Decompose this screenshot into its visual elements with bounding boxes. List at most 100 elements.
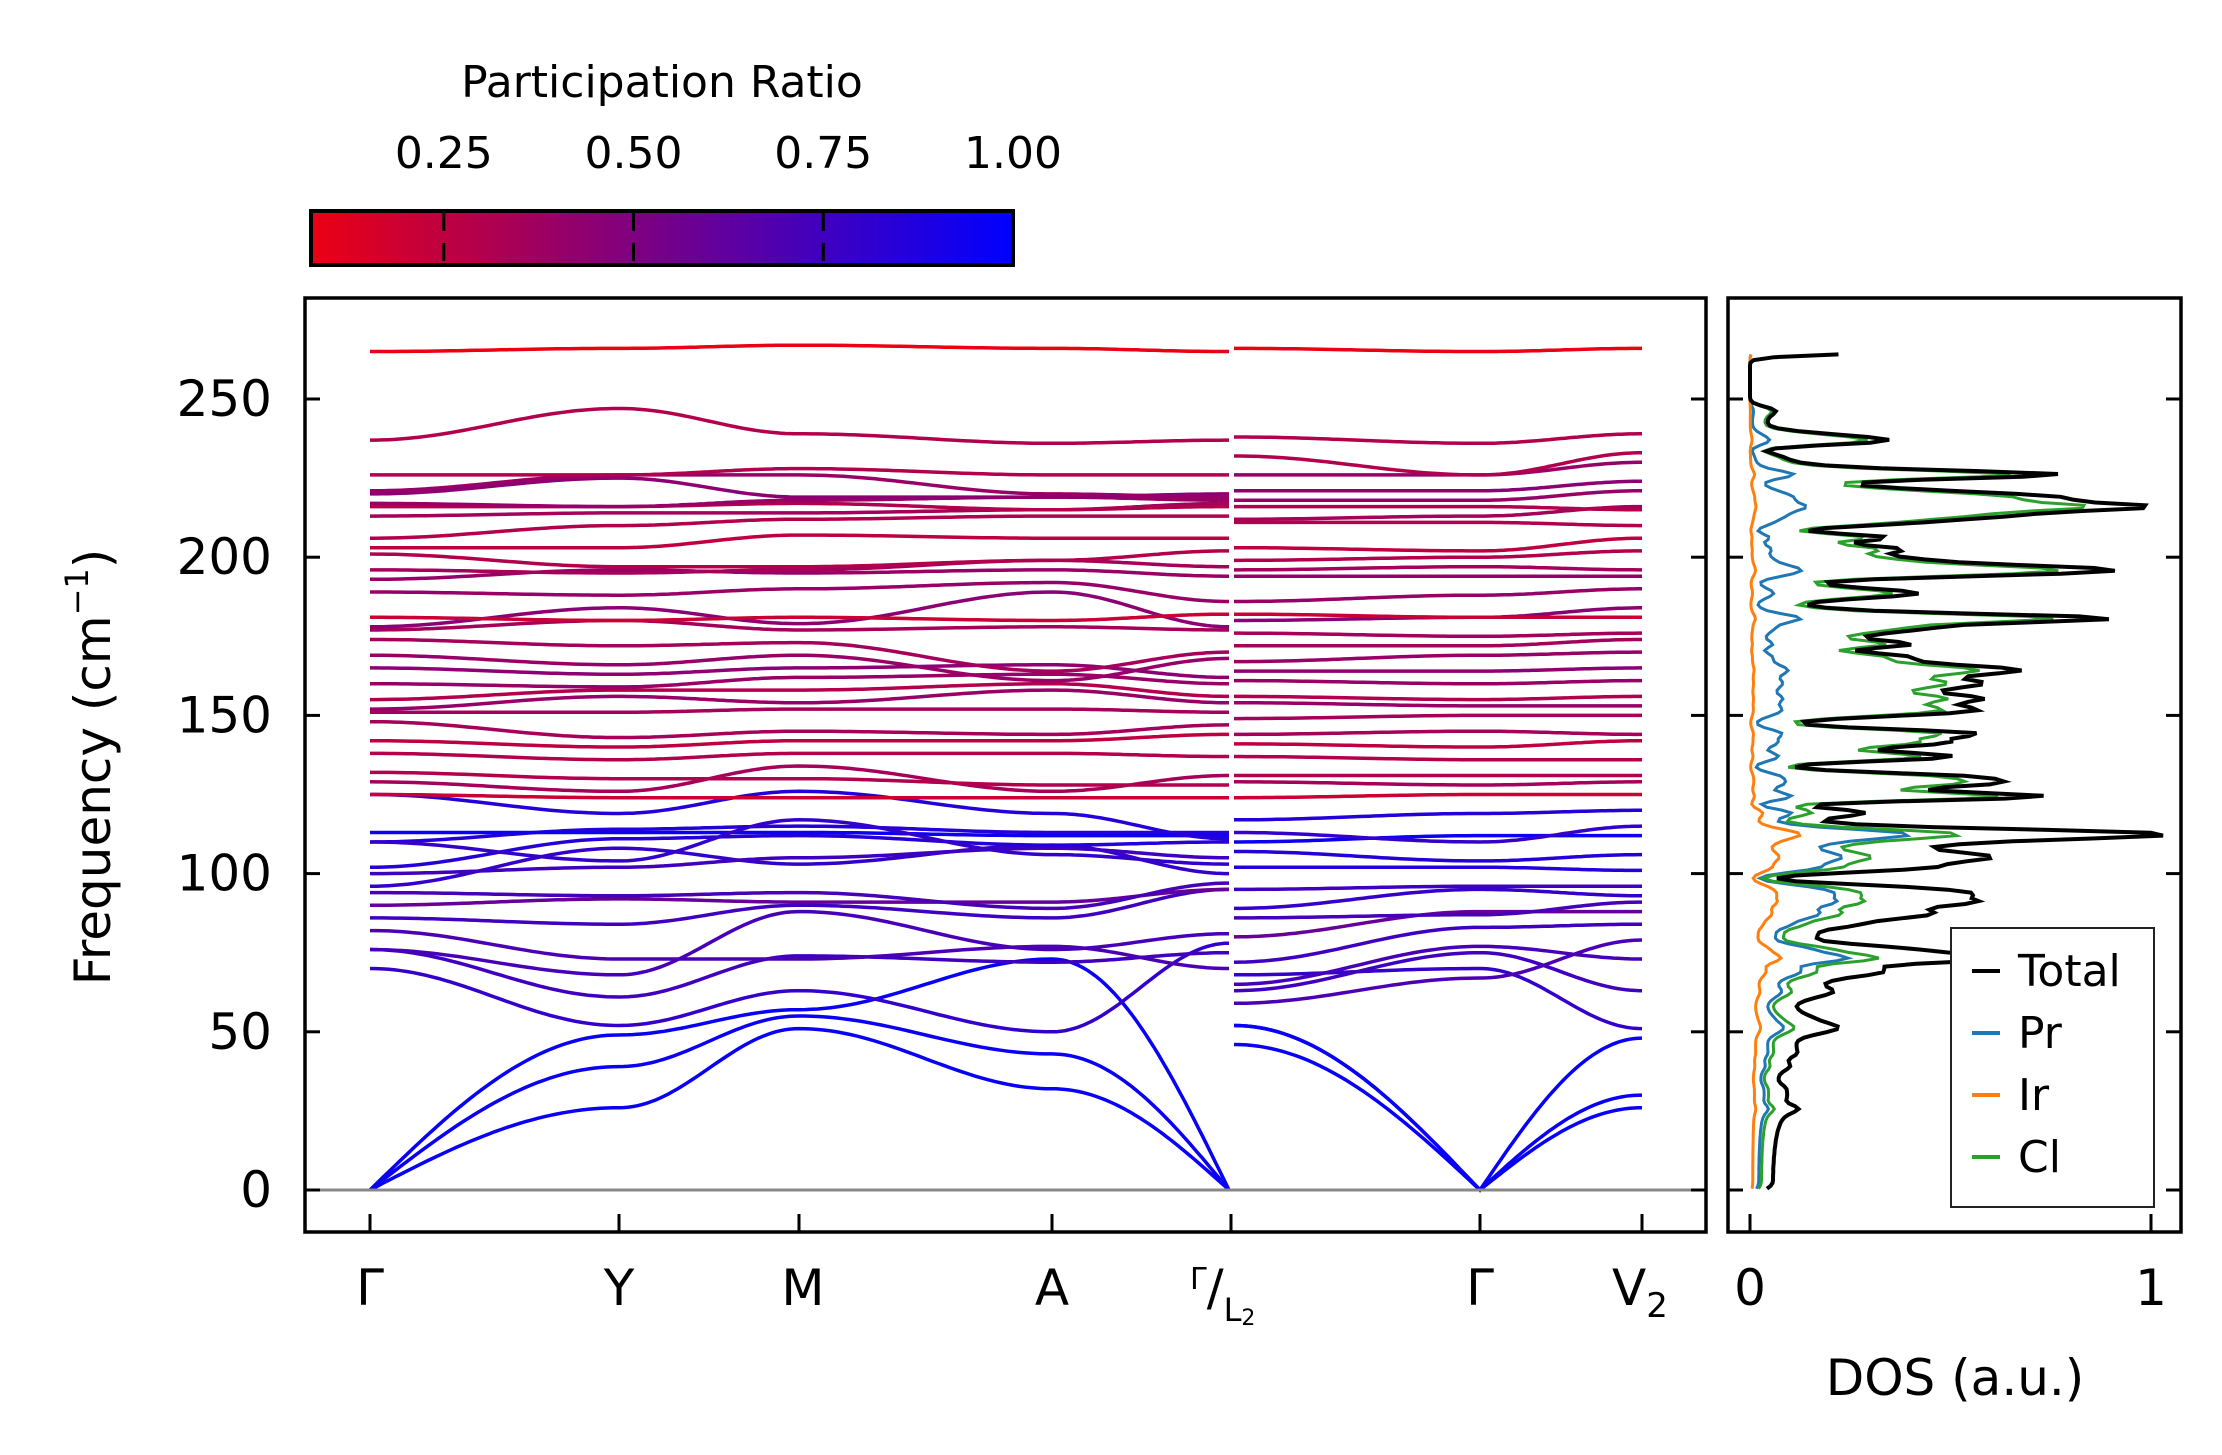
band-line (1234, 700, 1642, 708)
band-line (370, 792, 1229, 800)
y-tick-label: 50 (208, 1003, 272, 1061)
band-line (370, 514, 1229, 540)
band-line (1234, 849, 1642, 863)
band-line (370, 682, 1229, 702)
band-line (1234, 587, 1642, 604)
y-tick-label: 250 (177, 370, 272, 428)
k-label-part: 2 (1241, 1306, 1255, 1331)
band-line (369, 941, 1230, 1034)
dos-plot: 0 1 DOS (a.u.) Total Pr Ir Cl (1726, 296, 2183, 1407)
band-line (370, 887, 1230, 926)
band-line (1234, 884, 1642, 892)
band-line (370, 770, 1229, 787)
band-line (1234, 612, 1642, 620)
k-label-gamma-2: Γ (1466, 1259, 1494, 1317)
band-plot-frame (303, 296, 1708, 1234)
band-line (1233, 1023, 1643, 1193)
band-line (1234, 738, 1642, 749)
legend-label-total: Total (2017, 946, 2121, 997)
dos-line-pr (1748, 354, 1912, 1190)
band-line (369, 947, 1229, 999)
k-label-part: L (1224, 1291, 1242, 1329)
k-label-part: Γ (1190, 1262, 1207, 1297)
colorbar-tick-label: 1.00 (964, 128, 1062, 179)
band-line (1234, 346, 1642, 354)
legend-label-pr: Pr (2018, 1008, 2063, 1059)
band-line (1234, 631, 1642, 639)
k-label-v2: V2 (1612, 1259, 1668, 1326)
band-line (1234, 451, 1642, 477)
band-line (1234, 432, 1642, 446)
k-label-a: A (1035, 1259, 1069, 1317)
band-line (1234, 808, 1642, 822)
band-line (370, 688, 1229, 711)
band-line (1234, 938, 1643, 1006)
band-line (1234, 666, 1642, 673)
band-line (1234, 637, 1642, 648)
band-line (1233, 950, 1643, 993)
dos-xtick-0: 0 (1734, 1259, 1766, 1317)
legend-label-cl: Cl (2018, 1132, 2061, 1183)
band-line (368, 957, 1231, 1192)
band-line (1234, 833, 1642, 844)
band-line (370, 466, 1229, 477)
legend-box (1950, 927, 2155, 1208)
band-line (1233, 1023, 1643, 1193)
band-line (370, 618, 1229, 632)
band-line (370, 887, 1229, 907)
band-line (1234, 504, 1642, 512)
colorbar-title: Participation Ratio (461, 57, 863, 108)
band-line (369, 549, 1229, 569)
band-line (370, 818, 1229, 866)
band-line (370, 881, 1229, 911)
band-line (369, 719, 1229, 740)
band-line (1234, 754, 1642, 762)
k-label-gamma: Γ (356, 1259, 384, 1317)
band-line (370, 558, 1229, 575)
band-line (1234, 944, 1642, 987)
band-line (369, 473, 1229, 499)
band-line (370, 707, 1229, 714)
band-line (1234, 489, 1642, 502)
band-line (370, 612, 1229, 623)
colorbar-tick-label: 0.50 (585, 128, 683, 179)
band-line (370, 406, 1229, 446)
y-tick-label: 100 (177, 845, 272, 903)
band-line (370, 751, 1229, 762)
band-line (1234, 564, 1642, 572)
band-line (370, 846, 1229, 876)
band-line (369, 1026, 1231, 1192)
k-label-y: Y (603, 1259, 635, 1317)
band-line (1234, 520, 1642, 528)
band-line (1234, 479, 1642, 493)
k-label-part: / (1207, 1259, 1224, 1317)
dos-line-total (1748, 352, 2164, 1191)
band-line (1234, 536, 1642, 553)
k-label-m: M (781, 1259, 824, 1317)
band-line (1233, 909, 1642, 939)
dos-x-axis-label: DOS (a.u.) (1826, 1349, 2085, 1407)
band-line (1234, 694, 1642, 702)
y-tick-label: 150 (177, 686, 272, 744)
band-line (1234, 824, 1643, 844)
band-line (1234, 792, 1642, 800)
legend-label-ir: Ir (2018, 1070, 2050, 1121)
band-line (370, 590, 1229, 629)
colorbar-tick-label: 0.25 (395, 128, 493, 179)
band-line (1234, 549, 1642, 563)
band-line (370, 928, 1229, 971)
band-line (370, 789, 1229, 841)
dos-plot-frame (1726, 296, 2183, 1234)
band-lines (368, 343, 1643, 1193)
band-line (1234, 713, 1642, 721)
band-line (369, 764, 1229, 794)
band-line (368, 1014, 1231, 1192)
band-line (1234, 900, 1642, 920)
colorbar-tick-label: 0.75 (774, 128, 872, 179)
band-line (370, 580, 1229, 604)
band-line (370, 343, 1229, 354)
band-line (370, 830, 1229, 838)
y-tick-label: 200 (177, 528, 272, 586)
band-line (1234, 729, 1642, 737)
